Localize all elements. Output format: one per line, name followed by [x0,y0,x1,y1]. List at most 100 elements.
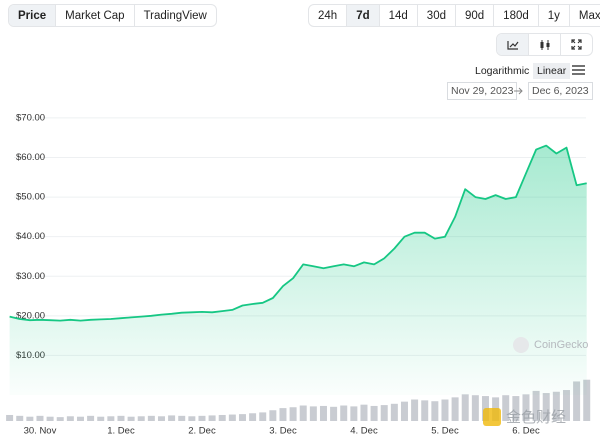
volume-bar [269,410,277,421]
volume-bar [56,417,64,421]
date-arrow [514,87,523,95]
volume-bar [502,395,510,421]
y-tick-label: $50.00 [16,192,45,203]
x-tick-label: 2. Dec [188,426,216,437]
volume-bar [441,399,449,421]
tab-button[interactable]: Market Cap [56,5,135,26]
volume-bar [380,405,388,421]
volume-bar [390,403,398,421]
volume-bar [36,415,44,421]
volume-bar [16,415,24,421]
volume-bar [137,416,145,421]
log-scale-button[interactable]: Logarithmic [475,65,530,77]
volume-bar [147,415,155,421]
x-tick-label: 3. Dec [269,426,297,437]
volume-bar [309,406,317,421]
range-button[interactable]: 180d [494,5,539,26]
range-button[interactable]: 30d [418,5,456,26]
x-tick-label: 30. Nov [24,426,57,437]
volume-bar [583,379,591,421]
source-logo [483,408,501,426]
range-button[interactable]: 90d [456,5,495,26]
volume-bar [370,405,378,421]
x-tick-label: 6. Dec [512,426,540,437]
volume-bar [532,390,540,421]
volume-bar [289,407,297,421]
volume-bar [522,394,530,421]
volume-bar [360,404,368,421]
volume-bar [552,391,560,421]
volume-bar [573,381,581,421]
volume-bar [46,416,54,421]
volume-bar [340,405,348,421]
range-button[interactable]: 24h [309,5,348,26]
volume-bar [299,405,307,421]
y-tick-label: $20.00 [16,310,45,321]
x-tick-label: 5. Dec [431,426,459,437]
price-area [9,145,587,395]
volume-bar [451,397,459,421]
candle-chart-button[interactable] [529,34,561,55]
volume-bar [26,416,34,421]
watermark: CoinGecko [534,339,588,351]
volume-bar [157,416,165,421]
volume-bar [168,415,176,421]
volume-bar [208,415,216,421]
volume-bar [188,416,196,421]
tab-button[interactable]: TradingView [143,9,207,22]
y-tick-label: $40.00 [16,231,45,242]
volume-bar [471,395,479,421]
chart-type-group [496,33,593,56]
y-tick-label: $60.00 [16,152,45,163]
volume-bar [218,414,226,421]
volume-bar [319,405,327,421]
volume-bar [461,394,469,421]
volume-bar [198,415,206,421]
volume-bar [238,414,246,421]
fullscreen-button[interactable] [561,34,592,55]
fullscreen-icon [571,39,582,50]
range-group: 24h 7d 14d 30d 90d 180d 1y Max [308,4,600,27]
volume-bar [178,415,186,421]
range-button[interactable]: Max [578,9,600,22]
volume-bar [350,406,358,421]
volume-bar [330,406,338,421]
volume-bar [87,415,95,421]
price-line [9,144,587,322]
menu-button[interactable] [572,65,585,75]
volume-bar [279,408,287,421]
date-from[interactable]: Nov 29, 2023 [447,82,518,100]
volume-bar [228,414,236,421]
volume-bar [421,400,429,421]
volume-bar [542,393,550,421]
x-tick-label: 4. Dec [350,426,378,437]
line-chart-button[interactable] [497,34,529,55]
volume-bar [411,399,419,421]
tab-button[interactable]: Price [9,5,57,26]
volume-bar [400,401,408,421]
volume-bar [97,416,105,421]
linear-scale-button[interactable]: Linear [533,63,571,79]
volume-bar [127,416,135,421]
volume-bar [66,416,74,421]
volume-bar [562,390,570,421]
range-button[interactable]: 1y [539,5,570,26]
volume-bar [117,415,125,421]
x-tick-label: 1. Dec [107,426,135,437]
line-icon [506,40,518,50]
range-button[interactable]: 14d [380,5,418,26]
volume-bar [107,416,115,421]
range-button[interactable]: 7d [347,5,380,26]
watermark-logo [513,337,529,353]
volume-bar [6,414,14,421]
date-to[interactable]: Dec 6, 2023 [528,82,593,100]
volume-bar [512,396,520,421]
volume-bar [76,416,84,421]
tab-group: Price Market Cap TradingView [8,4,217,27]
volume-bar [249,413,257,421]
y-tick-label: $70.00 [16,112,45,123]
y-tick-label: $30.00 [16,271,45,282]
candle-icon [540,39,549,50]
